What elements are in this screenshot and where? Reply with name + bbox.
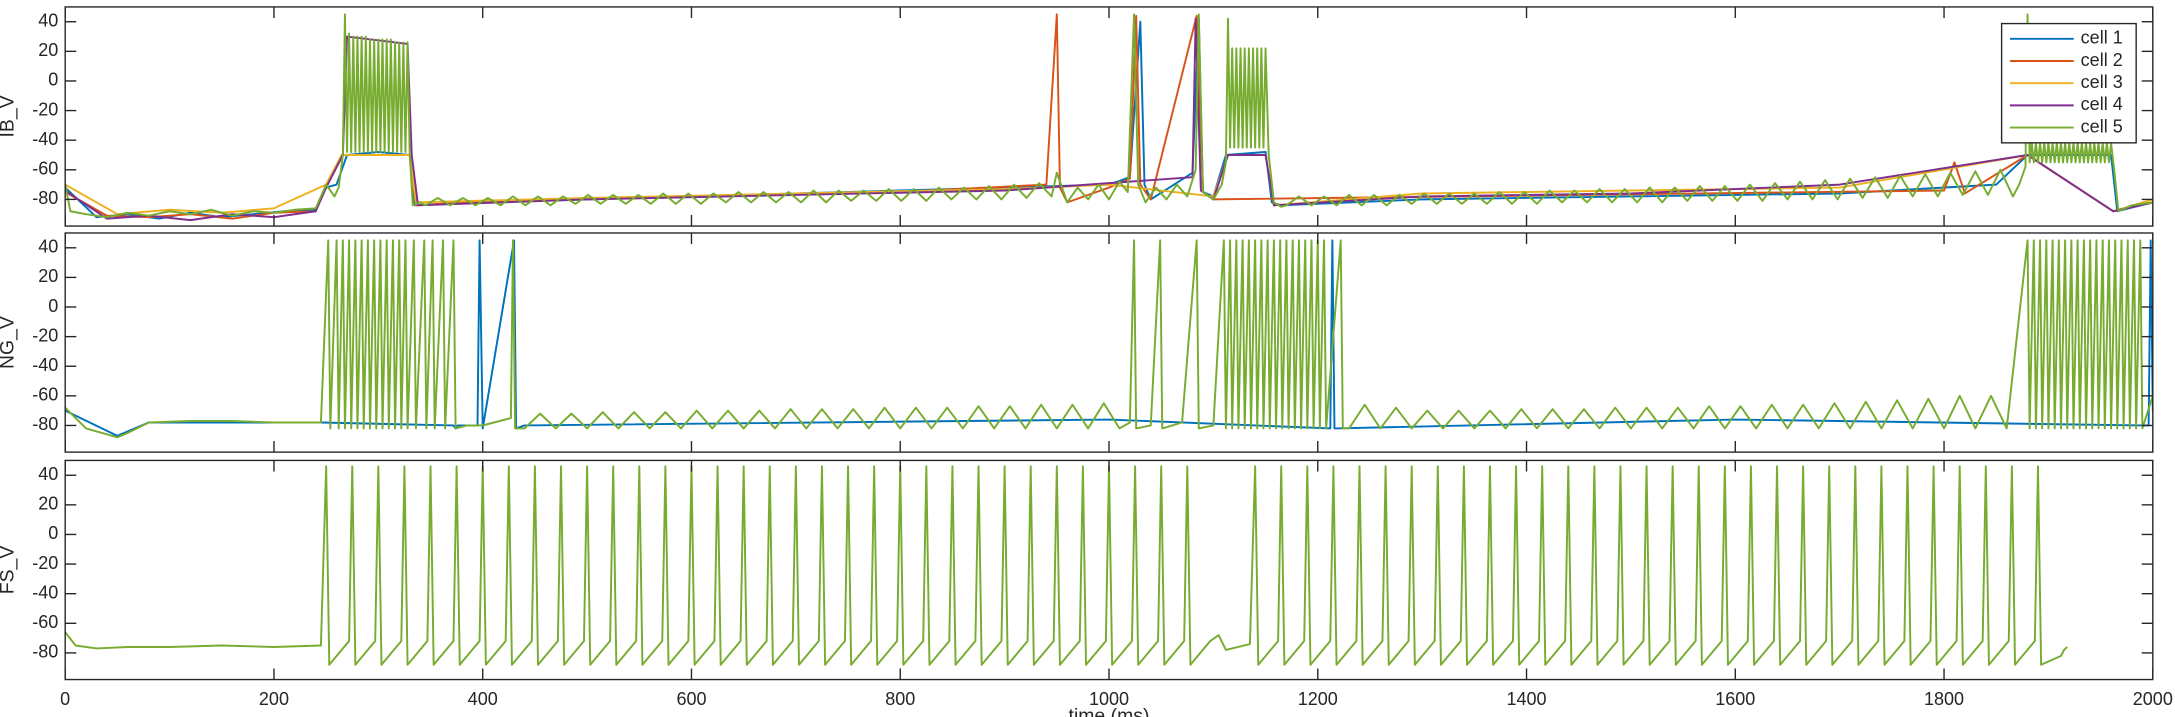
y-tick-label: -60 xyxy=(32,159,58,179)
y-tick-label: 0 xyxy=(48,70,58,90)
x-tick-label: 0 xyxy=(60,689,70,709)
y-tick-label: -20 xyxy=(32,325,58,345)
y-tick-label: 40 xyxy=(38,464,58,484)
legend-label: cell 3 xyxy=(2081,72,2123,92)
x-tick-label: 400 xyxy=(468,689,498,709)
plot-area xyxy=(65,239,2153,439)
y-axis-label: IB_V xyxy=(0,95,18,137)
x-tick-label: 1400 xyxy=(1506,689,1546,709)
plot-area xyxy=(65,465,2068,666)
legend-label: cell 1 xyxy=(2081,28,2123,48)
legend-label: cell 4 xyxy=(2081,94,2123,114)
y-tick-label: -80 xyxy=(32,414,58,434)
x-tick-label: 600 xyxy=(676,689,706,709)
trace xyxy=(65,154,2153,216)
x-tick-label: 2000 xyxy=(2133,689,2173,709)
y-axis-label: NG_V xyxy=(0,316,18,369)
y-tick-label: -40 xyxy=(32,355,58,375)
x-tick-label: 1800 xyxy=(1924,689,1964,709)
x-tick-label: 800 xyxy=(885,689,915,709)
trace xyxy=(65,465,2068,666)
legend-label: cell 5 xyxy=(2081,116,2123,136)
trace xyxy=(65,17,2153,222)
plot-area xyxy=(65,13,2153,222)
y-tick-label: 0 xyxy=(48,296,58,316)
x-axis-label: time (ms) xyxy=(1069,705,1150,717)
y-tick-label: 20 xyxy=(38,494,58,514)
y-axis-label: FS_V xyxy=(0,546,18,595)
y-tick-label: -80 xyxy=(32,188,58,208)
x-tick-label: 1200 xyxy=(1298,689,1338,709)
y-tick-label: -40 xyxy=(32,582,58,602)
x-tick-label: 200 xyxy=(259,689,289,709)
x-tick-label: 1600 xyxy=(1715,689,1755,709)
y-tick-label: -20 xyxy=(32,99,58,119)
y-tick-label: 40 xyxy=(38,237,58,257)
x-tick-label: 1000 xyxy=(1089,689,1129,709)
y-tick-label: 0 xyxy=(48,523,58,543)
y-tick-label: -60 xyxy=(32,612,58,632)
y-tick-label: -20 xyxy=(32,553,58,573)
y-tick-label: 40 xyxy=(38,11,58,31)
y-tick-label: -80 xyxy=(32,642,58,662)
legend-label: cell 2 xyxy=(2081,50,2123,70)
y-tick-label: 20 xyxy=(38,266,58,286)
y-tick-label: -60 xyxy=(32,385,58,405)
y-tick-label: 20 xyxy=(38,40,58,60)
trace xyxy=(65,239,2153,439)
y-tick-label: -40 xyxy=(32,129,58,149)
trace xyxy=(65,13,2153,219)
trace xyxy=(65,239,2153,437)
